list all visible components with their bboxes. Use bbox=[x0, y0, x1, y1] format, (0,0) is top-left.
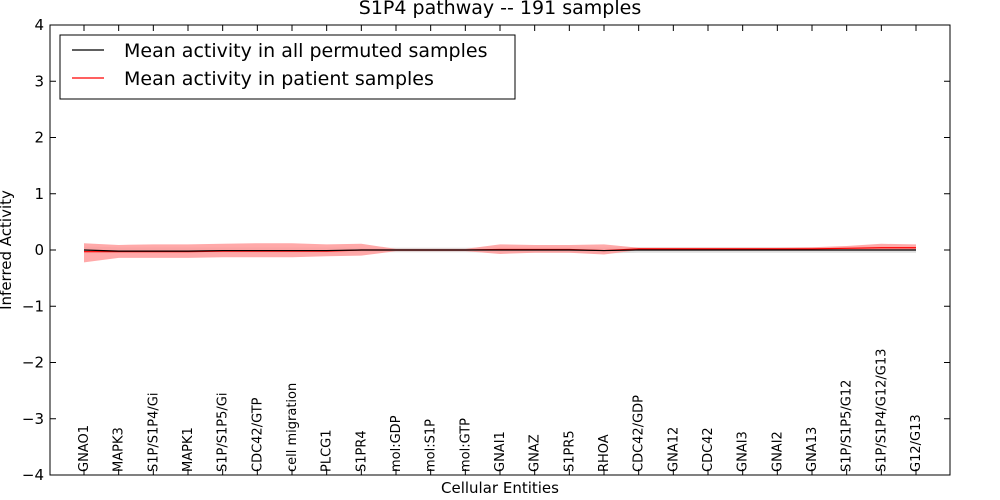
y-tick-label: 2 bbox=[34, 129, 44, 147]
chart-title: S1P4 pathway -- 191 samples bbox=[359, 0, 641, 19]
legend-box bbox=[59, 34, 516, 100]
x-tick-label: mol:GDP bbox=[389, 415, 404, 472]
x-tick-label: GNAO1 bbox=[77, 425, 92, 472]
legend-label-permuted: Mean activity in all permuted samples bbox=[124, 40, 487, 62]
x-tick-label: PLCG1 bbox=[320, 429, 335, 472]
x-tick-label: RHOA bbox=[597, 434, 612, 472]
x-tick-label: S1P/S1P4/Gi bbox=[146, 393, 161, 472]
y-tick-label: −4 bbox=[22, 466, 44, 484]
x-tick-label: G12/G13 bbox=[909, 414, 924, 472]
x-tick-label: cell migration bbox=[285, 383, 300, 472]
y-tick-label: −1 bbox=[22, 297, 44, 315]
y-tick-label: −3 bbox=[22, 410, 44, 428]
x-tick-label: S1P/S1P5/Gi bbox=[216, 393, 231, 472]
x-tick-label: mol:S1P bbox=[424, 419, 439, 472]
x-tick-label: MAPK3 bbox=[112, 427, 127, 472]
x-tick-label: mol:GTP bbox=[458, 418, 473, 472]
y-axis-label: Inferred Activity bbox=[0, 190, 15, 310]
patient-band bbox=[84, 243, 916, 263]
x-tick-label: CDC42/GDP bbox=[632, 395, 647, 472]
x-tick-label: GNA13 bbox=[805, 427, 820, 472]
y-tick-label: 4 bbox=[34, 16, 44, 34]
legend: Mean activity in all permuted samples Me… bbox=[59, 34, 516, 100]
x-tick-label: S1P/S1P4/G12/G13 bbox=[874, 349, 889, 472]
x-tick-label: S1PR5 bbox=[562, 430, 577, 472]
permuted-mean-line bbox=[83, 249, 916, 252]
x-tick-label: CDC42/GTP bbox=[250, 397, 265, 472]
x-tick-label: CDC42 bbox=[701, 427, 716, 472]
x-tick-label: GNAI3 bbox=[736, 431, 751, 472]
y-tick-label: 0 bbox=[34, 241, 44, 259]
y-tick-label: 1 bbox=[34, 185, 44, 203]
x-tick-label: MAPK1 bbox=[181, 427, 196, 472]
x-tick-label: GNAI1 bbox=[493, 431, 508, 472]
legend-label-patient: Mean activity in patient samples bbox=[124, 68, 434, 90]
x-tick-label: S1P/S1P5/G12 bbox=[840, 380, 855, 472]
y-tick-label: 3 bbox=[34, 72, 44, 90]
x-tick-label: GNAI2 bbox=[770, 431, 785, 472]
x-axis-label: Cellular Entities bbox=[441, 479, 559, 497]
x-tick-label: GNAZ bbox=[528, 434, 543, 472]
x-tick-label: S1PR4 bbox=[354, 430, 369, 472]
x-tick-label: GNA12 bbox=[666, 427, 681, 472]
y-tick-label: −2 bbox=[22, 354, 44, 372]
